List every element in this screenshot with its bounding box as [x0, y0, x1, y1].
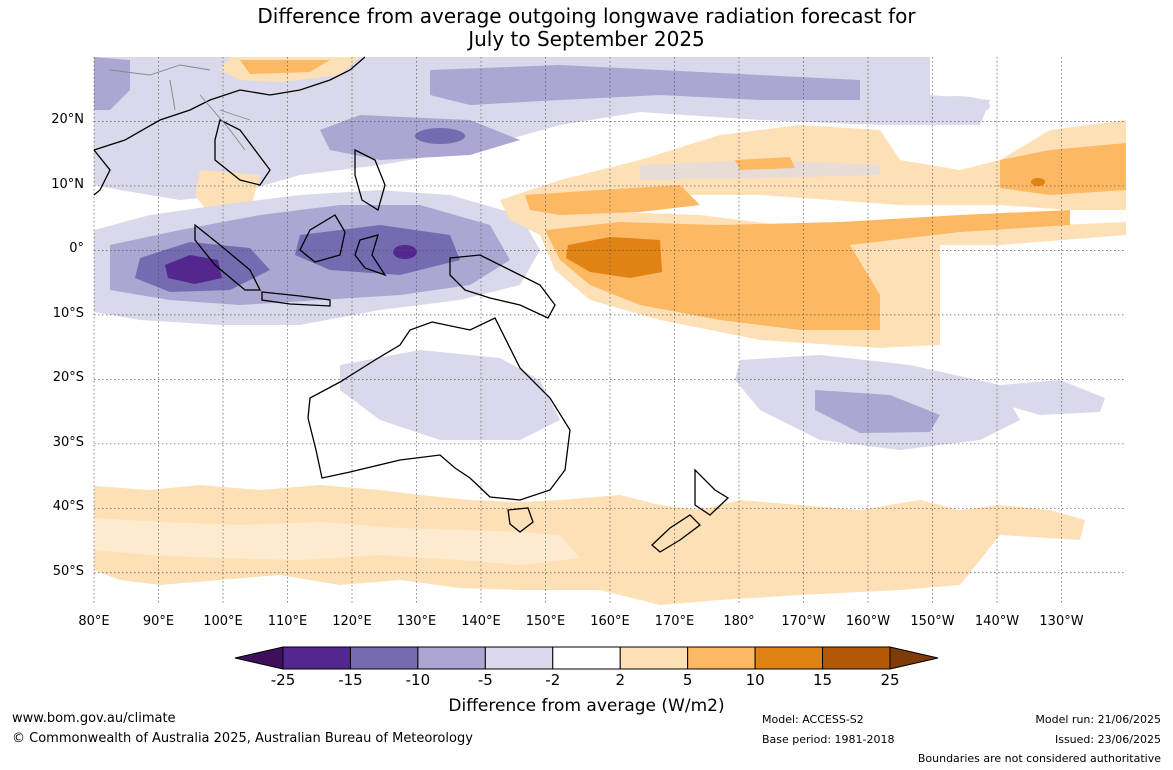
- anomaly-region-north-neg5: [415, 128, 465, 144]
- india-tip-outline: [93, 149, 111, 196]
- longitude-label: 180°: [723, 614, 755, 629]
- colorbar-tick-label: -25: [270, 671, 296, 689]
- colorbar-tick-label: -2: [545, 671, 561, 689]
- colorbar-swatch: [349, 646, 419, 670]
- colorbar-swatch: [822, 646, 891, 670]
- longitude-label: 170°W: [781, 614, 826, 629]
- anomaly-region-strongest-pos: [566, 237, 662, 278]
- longitude-label: 90°E: [142, 614, 175, 629]
- latitude-label: 50°S: [52, 563, 84, 579]
- latitude-label: 10°S: [52, 305, 84, 321]
- copyright-text: © Commonwealth of Australia 2025, Austra…: [12, 731, 473, 746]
- colorbar-swatch: [687, 646, 756, 670]
- colorbar-title: Difference from average (W/m2): [448, 696, 725, 716]
- latitude-label: 20°N: [51, 112, 84, 128]
- issued-label: Issued: 23/06/2025: [1054, 733, 1161, 746]
- colorbar-tick-label: -15: [338, 671, 363, 689]
- longitude-label: 100°E: [203, 614, 243, 629]
- anomaly-region-pacific-pos-mid: [545, 210, 1070, 330]
- model-run-label: Model run: 21/06/2025: [1035, 713, 1161, 726]
- new-zealand-north-outline: [694, 468, 730, 516]
- longitude-label: 130°E: [396, 614, 437, 629]
- colorbar-tick-label: 5: [682, 671, 693, 689]
- base-period-label: Base period: 1981-2018: [762, 733, 895, 746]
- colorbar-swatch: [619, 646, 689, 670]
- latitude-label: 20°S: [52, 370, 84, 386]
- colorbar-tick-label: -5: [477, 671, 493, 689]
- longitude-label: 140°W: [974, 614, 1020, 629]
- new-zealand-south-outline: [651, 514, 701, 553]
- colorbar-swatch: [484, 646, 554, 670]
- longitude-label: 170°E: [654, 614, 695, 629]
- longitude-label: 110°E: [267, 614, 308, 629]
- graticule: [93, 57, 1126, 605]
- latitude-label: 10°N: [51, 176, 84, 192]
- borneo-outline: [299, 214, 346, 263]
- new-guinea-outline: [449, 254, 556, 319]
- tasmania-outline: [507, 507, 534, 533]
- olr-anomaly-map: [93, 56, 1126, 605]
- philippines-outline: [354, 148, 386, 212]
- longitude-label: 150°E: [525, 614, 566, 629]
- longitude-label: 120°E: [332, 614, 372, 629]
- latitude-label: 0°: [69, 241, 84, 257]
- country-boundaries: [109, 64, 251, 151]
- colorbar-swatch: [417, 646, 486, 670]
- longitude-label: 140°E: [461, 614, 501, 629]
- sulawesi-outline: [354, 234, 387, 277]
- colorbar-tick-label: 25: [880, 671, 900, 689]
- website-link[interactable]: www.bom.gov.au/climate: [12, 711, 176, 726]
- colorbar-tick-label: 2: [615, 671, 625, 689]
- anomaly-fill-layer: [94, 57, 1126, 605]
- colorbar-extend-high: [889, 646, 939, 670]
- colorbar-tick-label: 10: [745, 671, 765, 689]
- longitude-label: 80°E: [78, 614, 110, 629]
- colorbar-swatch: [552, 646, 621, 670]
- sumatra-outline: [194, 223, 262, 291]
- anomaly-region-north-neg2: [430, 65, 860, 105]
- colorbar-tick-label: 15: [813, 671, 833, 689]
- anomaly-region-north-neg4: [94, 57, 130, 110]
- disclaimer-text: Boundaries are not considered authoritat…: [917, 752, 1161, 765]
- map-title-line-2: July to September 2025: [468, 27, 705, 51]
- longitude-label: 150°W: [910, 614, 955, 629]
- asia-mainland-outline: [93, 56, 366, 186]
- java-outline: [261, 291, 331, 307]
- longitude-label: 130°W: [1039, 614, 1084, 629]
- map-title-line-1: Difference from average outgoing longwav…: [257, 4, 916, 28]
- anomaly-region-strongest-neg: [165, 255, 222, 284]
- longitude-label: 160°W: [845, 614, 891, 629]
- latitude-label: 40°S: [52, 499, 84, 515]
- anomaly-region-southern-ocean-pos: [94, 485, 1085, 605]
- model-label: Model: ACCESS-S2: [762, 713, 864, 726]
- colorbar-extend-low: [234, 646, 284, 670]
- colorbar-swatch: [282, 646, 351, 670]
- colorbar-tick-label: -10: [405, 671, 431, 689]
- colorbar-swatch: [754, 646, 824, 670]
- latitude-label: 30°S: [52, 434, 84, 450]
- coastlines: [93, 56, 730, 553]
- longitude-label: 160°E: [590, 614, 630, 629]
- australia-outline: [307, 317, 571, 501]
